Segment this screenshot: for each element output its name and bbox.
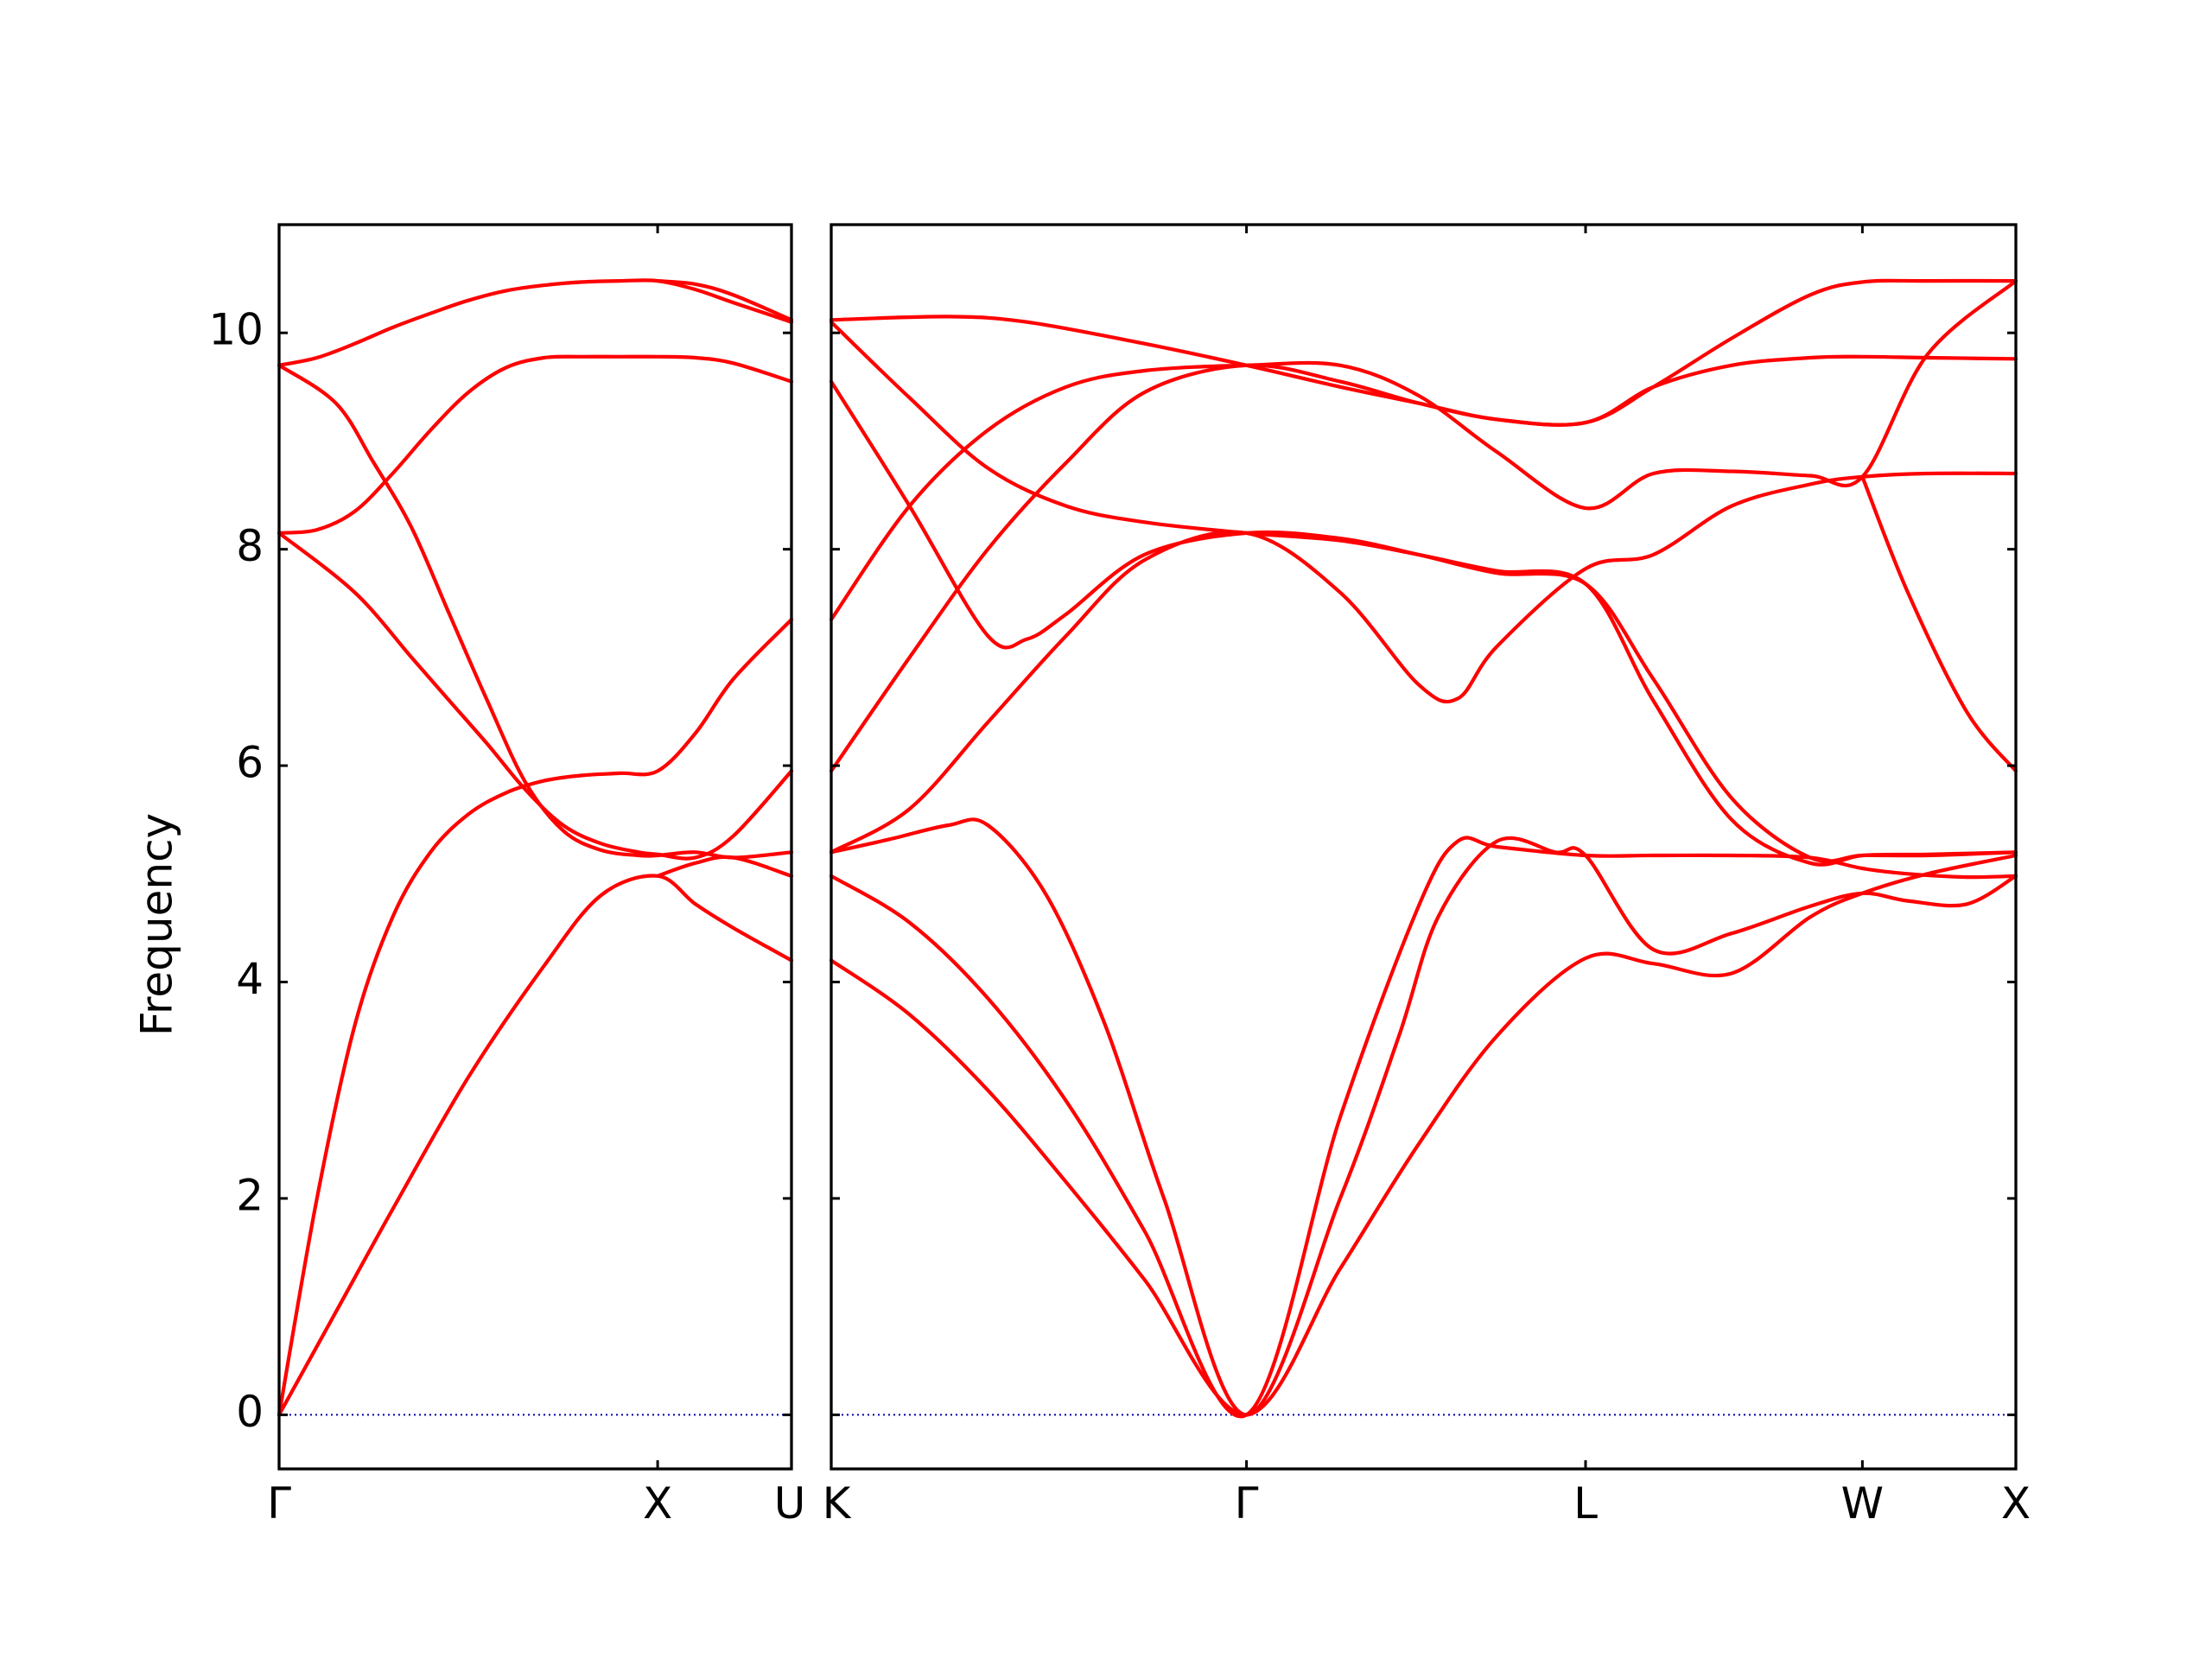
band-line-5	[829, 354, 2018, 773]
band-line-2	[829, 836, 2018, 1419]
y-tick-label: 10	[208, 305, 264, 355]
x-tick-label: K	[823, 1478, 852, 1529]
panel-gamma-x-u: 0 2 4 6 8 10 Γ X U	[208, 223, 806, 1529]
x-tick-label: Γ	[1235, 1478, 1259, 1529]
y-tick-label: 2	[236, 1170, 264, 1220]
band-line-4	[276, 363, 794, 860]
x-tick-label: X	[2001, 1478, 2031, 1529]
band-line-8	[829, 320, 2018, 867]
y-tick-label: 8	[236, 521, 264, 571]
y-tick-label: 0	[236, 1387, 264, 1437]
x-tick-label: U	[774, 1478, 806, 1529]
band-line-1	[276, 874, 794, 1417]
band-line-1	[829, 853, 2018, 1417]
band-line-2	[276, 617, 794, 1417]
band-line-4	[829, 471, 2018, 855]
x-tick-label: W	[1841, 1478, 1884, 1529]
band-line-3	[276, 531, 794, 861]
band-line-3	[829, 817, 2018, 1417]
x-tick-label: Γ	[267, 1478, 291, 1529]
band-line-10	[1860, 474, 2018, 773]
y-axis-label: Frequency	[132, 813, 182, 1036]
band-line-7	[656, 279, 794, 322]
band-line-7	[829, 379, 2018, 863]
y-tick-label: 4	[236, 954, 264, 1004]
band-line-9	[829, 278, 2018, 427]
y-tick-label: 6	[236, 738, 264, 788]
axes-frame	[830, 223, 2018, 1471]
band-line-6	[829, 279, 2018, 622]
x-tick-label: X	[643, 1478, 672, 1529]
band-line-8	[656, 855, 794, 878]
axes-frame	[277, 223, 793, 1471]
band-line-5	[276, 354, 794, 535]
x-tick-label: L	[1573, 1478, 1598, 1529]
band-line-6	[276, 278, 794, 367]
